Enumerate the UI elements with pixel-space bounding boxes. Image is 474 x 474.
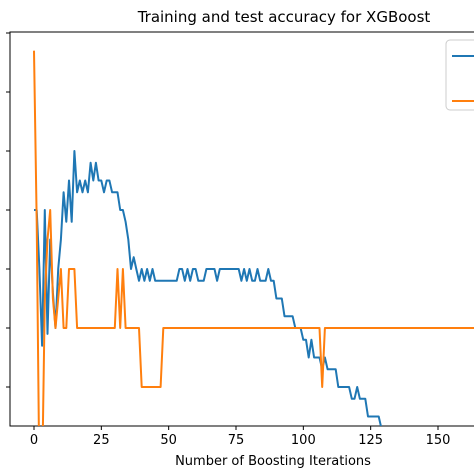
legend-box xyxy=(445,39,474,111)
plot-area xyxy=(9,31,474,427)
x-axis-label: Number of Boosting Iterations xyxy=(175,454,371,469)
x-tick-label: 100 xyxy=(291,433,316,448)
x-axis: 0 25 50 75 100 125 150 xyxy=(30,426,451,448)
y-axis xyxy=(6,32,10,388)
legend xyxy=(445,39,474,111)
x-tick-label: 0 xyxy=(30,433,38,448)
chart-title: Training and test accuracy for XGBoost xyxy=(137,8,431,26)
series-layer xyxy=(33,50,474,426)
x-tick-label: 25 xyxy=(93,433,110,448)
x-tick-label: 75 xyxy=(228,433,245,448)
x-tick-label: 50 xyxy=(160,433,177,448)
series-line-1 xyxy=(33,50,474,426)
x-tick-label: 125 xyxy=(358,433,383,448)
axes-frame xyxy=(9,31,474,427)
x-tick-label: 150 xyxy=(426,433,451,448)
series-line-0 xyxy=(34,150,382,426)
